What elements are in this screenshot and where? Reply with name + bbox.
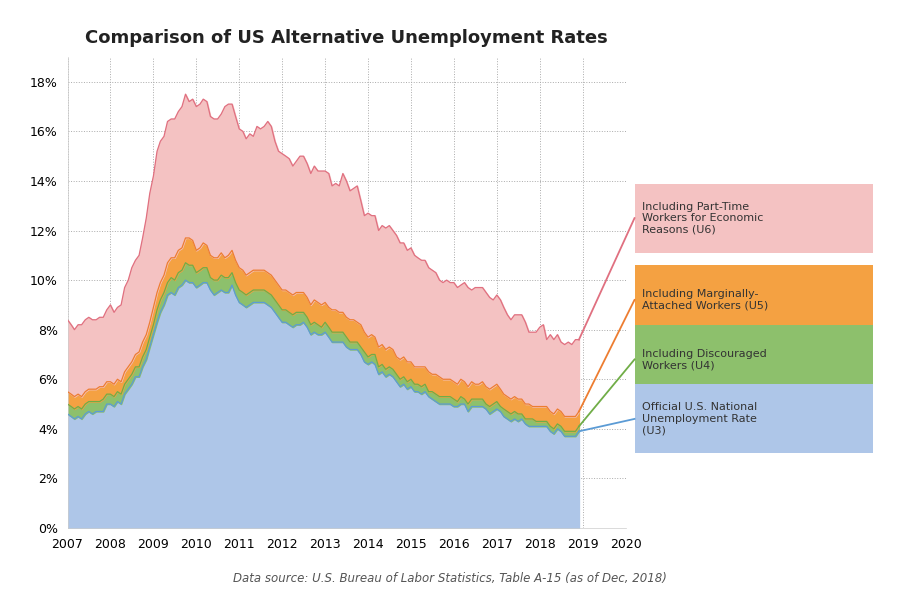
Text: Official U.S. National
Unemployment Rate
(U3): Official U.S. National Unemployment Rate…	[642, 403, 757, 436]
Text: Data source: U.S. Bureau of Labor Statistics, Table A-15 (as of Dec, 2018): Data source: U.S. Bureau of Labor Statis…	[233, 572, 667, 585]
Text: Including Marginally-
Attached Workers (U5): Including Marginally- Attached Workers (…	[642, 289, 768, 311]
Text: Including Discouraged
Workers (U4): Including Discouraged Workers (U4)	[642, 349, 767, 370]
Text: Including Part-Time
Workers for Economic
Reasons (U6): Including Part-Time Workers for Economic…	[642, 202, 763, 235]
Title: Comparison of US Alternative Unemployment Rates: Comparison of US Alternative Unemploymen…	[86, 29, 608, 47]
